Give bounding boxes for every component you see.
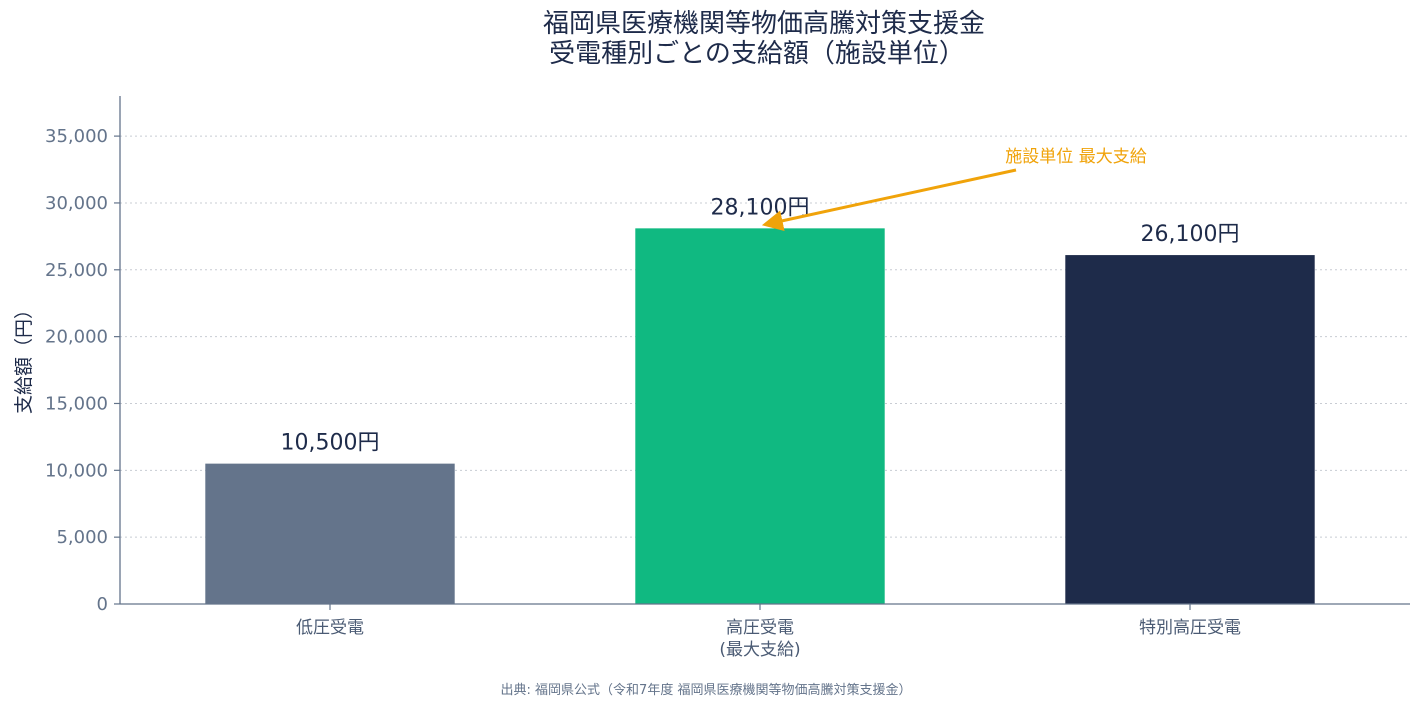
- y-ticks: 0 5,000 10,000 15,000 20,000 25,000 30,000 35,0…: [45, 126, 120, 615]
- y-tick-label: 25,000: [45, 260, 108, 281]
- x-category-label: 低圧受電: [296, 618, 364, 638]
- y-tick-label: 5,000: [56, 527, 108, 548]
- bar: [205, 463, 455, 604]
- x-category-label: (最大支給): [719, 640, 800, 660]
- bar: [635, 228, 885, 605]
- bars: [205, 228, 1315, 605]
- chart-title-line-2: 受電種別ごとの支給額（施設単位）: [549, 39, 965, 69]
- y-tick-label: 20,000: [45, 327, 108, 348]
- chart-title-line-1: 福岡県医療機関等物価高騰対策支援金: [543, 9, 985, 39]
- y-tick-label: 15,000: [45, 393, 108, 414]
- bar: [1065, 255, 1315, 604]
- annotation-text: 施設単位 最大支給: [1005, 147, 1146, 167]
- annotation-arrow: [761, 168, 1017, 232]
- y-tick-label: 10,000: [45, 460, 108, 481]
- y-axis-label: 支給額（円）: [13, 300, 35, 414]
- x-category-labels: 低圧受電 高圧受電(最大支給) 特別高圧受電: [296, 604, 1241, 660]
- value-labels: 10,500円 28,100円 26,100円: [281, 195, 1240, 455]
- y-tick-label: 0: [97, 594, 108, 615]
- value-label: 10,500円: [281, 431, 380, 456]
- value-label: 28,100円: [711, 195, 810, 220]
- x-category-label: 特別高圧受電: [1139, 618, 1241, 638]
- y-tick-label: 35,000: [45, 126, 108, 147]
- y-tick-label: 30,000: [45, 193, 108, 214]
- x-category-label: 高圧受電: [726, 618, 794, 638]
- source-note: 出典: 福岡県公式（令和7年度 福岡県医療機関等物価高騰対策支援金）: [501, 682, 912, 698]
- value-label: 26,100円: [1141, 222, 1240, 247]
